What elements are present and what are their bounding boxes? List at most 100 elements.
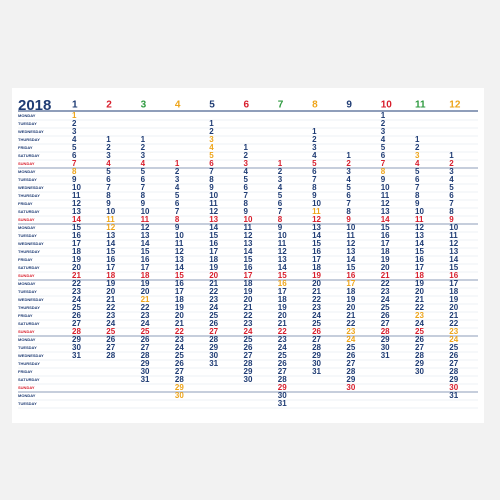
day: 22 (381, 279, 390, 288)
month-number: 2 (106, 100, 112, 111)
day: 12 (141, 223, 150, 232)
day: 6 (106, 175, 111, 184)
day: 12 (312, 215, 321, 224)
weekday-label: WEDNESDAY (18, 129, 44, 134)
day: 7 (346, 199, 351, 208)
day: 13 (449, 247, 458, 256)
day: 18 (72, 247, 81, 256)
day: 25 (141, 327, 150, 336)
day: 30 (449, 383, 458, 392)
day: 1 (278, 159, 283, 168)
weekday-label: TUESDAY (18, 121, 37, 126)
day: 26 (312, 327, 321, 336)
day: 31 (141, 375, 150, 384)
day: 29 (72, 335, 81, 344)
day: 27 (244, 351, 253, 360)
day: 18 (141, 271, 150, 280)
day: 9 (449, 215, 454, 224)
day: 16 (72, 231, 81, 240)
day: 8 (278, 215, 283, 224)
day: 22 (141, 303, 150, 312)
day: 9 (244, 207, 249, 216)
day: 11 (72, 191, 81, 200)
day: 25 (346, 343, 355, 352)
day: 20 (278, 311, 287, 320)
weekday-label: SATURDAY (18, 321, 40, 326)
day: 18 (278, 295, 287, 304)
day: 10 (175, 231, 184, 240)
day: 7 (72, 159, 77, 168)
day: 15 (278, 271, 287, 280)
day: 29 (209, 343, 218, 352)
day: 1 (72, 111, 77, 120)
day: 12 (381, 199, 390, 208)
weekday-label: THURSDAY (18, 249, 40, 254)
day: 24 (346, 335, 355, 344)
day: 27 (209, 327, 218, 336)
day: 30 (415, 367, 424, 376)
day: 15 (312, 239, 321, 248)
day: 15 (209, 231, 218, 240)
day: 31 (209, 359, 218, 368)
day: 29 (141, 359, 150, 368)
day: 19 (244, 287, 253, 296)
day: 21 (141, 295, 150, 304)
day: 11 (141, 215, 150, 224)
day: 23 (141, 311, 150, 320)
day: 18 (449, 287, 458, 296)
day: 13 (278, 255, 287, 264)
day: 11 (106, 215, 115, 224)
day: 21 (175, 319, 184, 328)
day: 2 (209, 127, 214, 136)
day: 12 (278, 247, 287, 256)
day: 7 (381, 159, 386, 168)
weekday-label: SUNDAY (18, 161, 35, 166)
day: 18 (244, 279, 253, 288)
day: 1 (141, 135, 146, 144)
day: 4 (449, 175, 454, 184)
day: 21 (346, 311, 355, 320)
day: 12 (449, 239, 458, 248)
day: 6 (346, 191, 351, 200)
day: 10 (346, 223, 355, 232)
day: 26 (415, 335, 424, 344)
day: 10 (141, 207, 150, 216)
day: 25 (415, 327, 424, 336)
weekday-label: FRIDAY (18, 201, 33, 206)
day: 5 (244, 175, 249, 184)
day: 13 (415, 231, 424, 240)
day: 28 (209, 335, 218, 344)
day: 10 (449, 223, 458, 232)
day: 25 (381, 303, 390, 312)
day: 9 (346, 215, 351, 224)
day: 6 (381, 151, 386, 160)
day: 19 (346, 295, 355, 304)
day: 22 (106, 303, 115, 312)
day: 17 (141, 263, 150, 272)
day: 2 (449, 159, 454, 168)
day: 23 (209, 295, 218, 304)
day: 21 (381, 271, 390, 280)
weekday-label: MONDAY (18, 393, 36, 398)
day: 24 (175, 343, 184, 352)
day: 7 (312, 175, 317, 184)
day: 2 (244, 151, 249, 160)
day: 1 (415, 135, 420, 144)
day: 11 (175, 239, 184, 248)
day: 1 (346, 151, 351, 160)
day: 6 (449, 191, 454, 200)
day: 3 (106, 151, 111, 160)
day: 4 (312, 151, 317, 160)
day: 12 (209, 207, 218, 216)
day: 1 (106, 135, 111, 144)
weekday-label: TUESDAY (18, 345, 37, 350)
weekday-label: SATURDAY (18, 153, 40, 158)
day: 8 (381, 167, 386, 176)
day: 24 (312, 311, 321, 320)
day: 24 (415, 319, 424, 328)
day: 22 (175, 327, 184, 336)
day: 20 (346, 303, 355, 312)
day: 22 (449, 319, 458, 328)
day: 26 (278, 359, 287, 368)
